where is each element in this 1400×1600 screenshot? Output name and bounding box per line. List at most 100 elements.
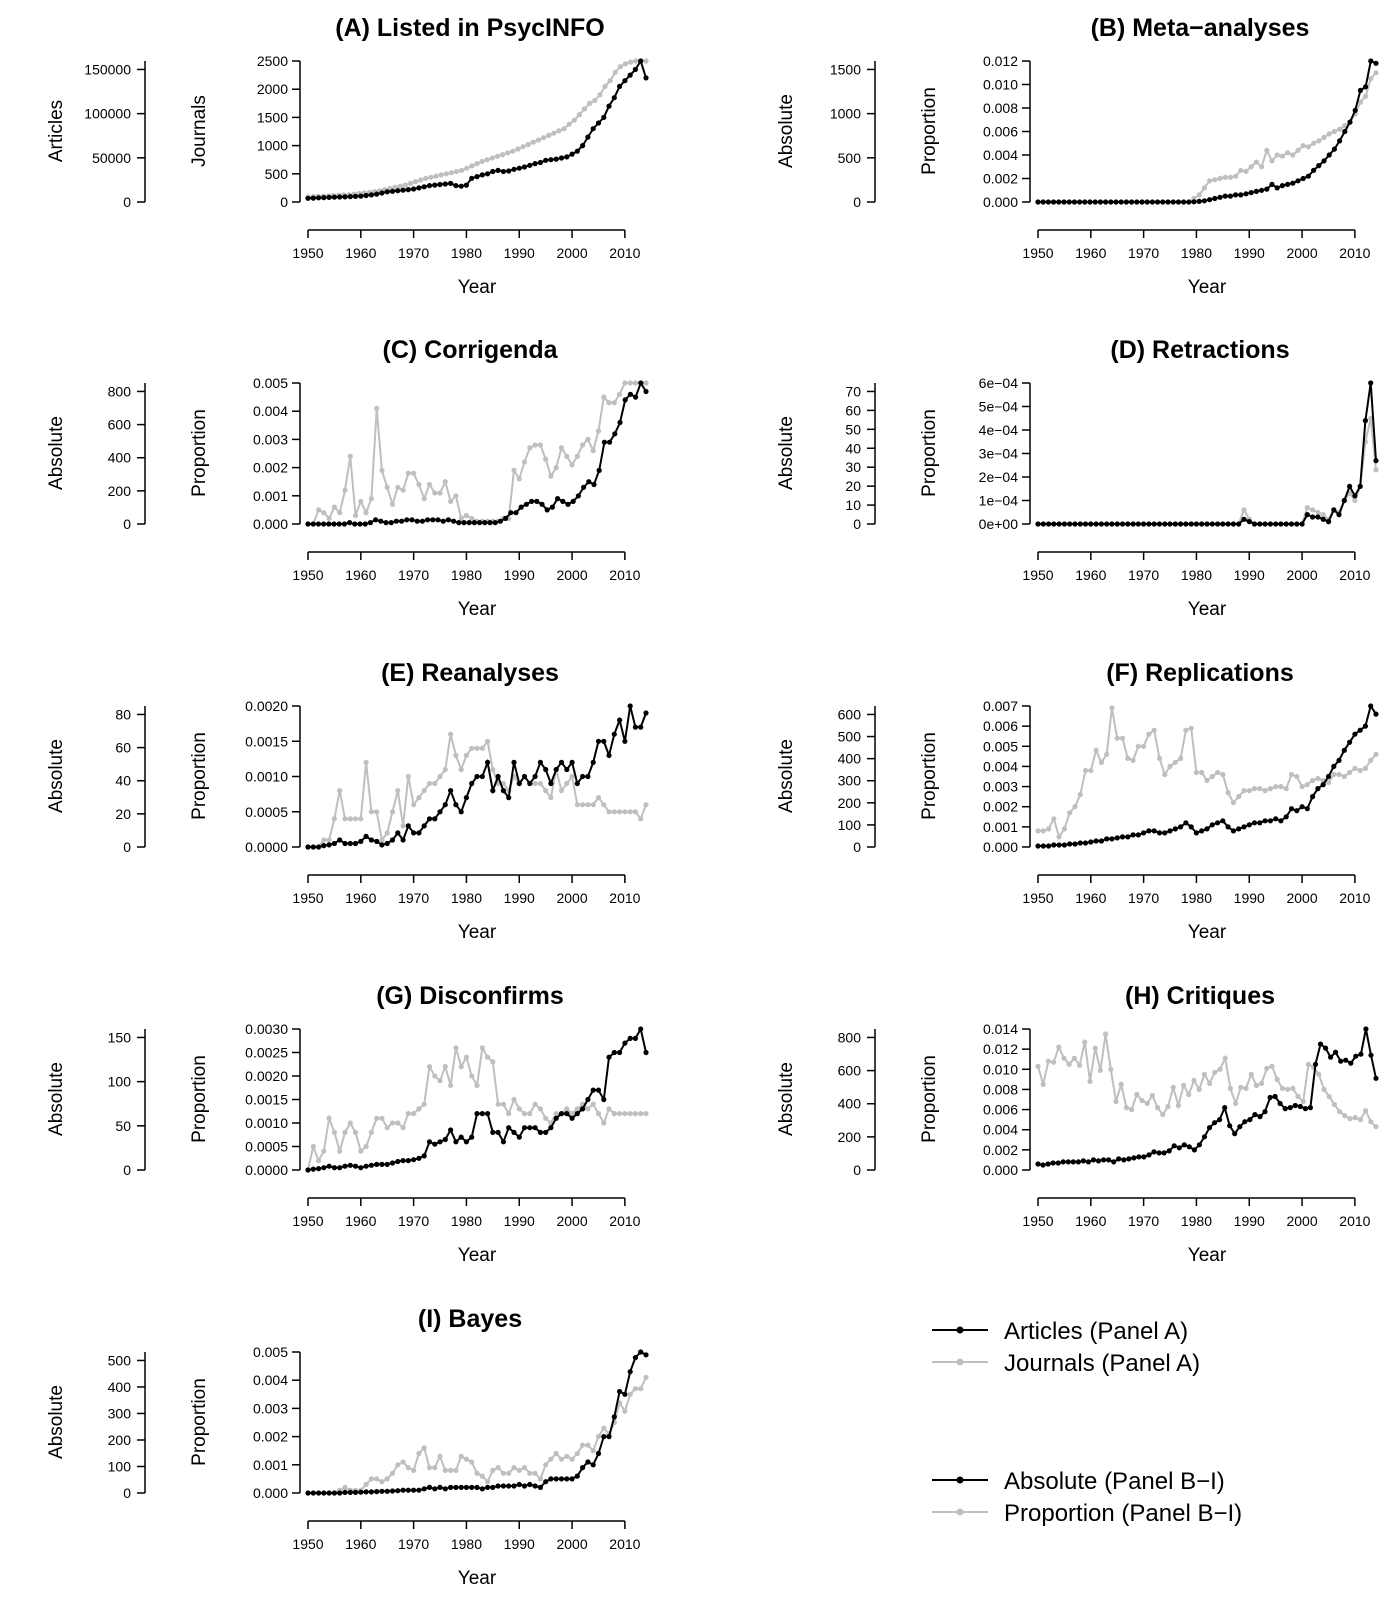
x-tick-label: 2010: [609, 1213, 640, 1229]
outer-y-tick-label: 400: [108, 450, 132, 466]
data-point: [516, 1106, 522, 1112]
data-point: [1331, 146, 1337, 152]
data-point: [1342, 123, 1348, 129]
data-point: [622, 1408, 628, 1414]
inner-y-tick-label: 0e+00: [979, 516, 1019, 532]
x-tick-label: 2010: [609, 890, 640, 906]
data-point: [1342, 1113, 1348, 1119]
outer-y-tick-label: 300: [108, 1405, 132, 1421]
data-point: [421, 496, 427, 502]
data-point: [437, 809, 443, 815]
data-point: [575, 493, 582, 499]
data-point: [400, 1487, 406, 1493]
data-point: [590, 802, 596, 808]
inner-y-tick-label: 0.0010: [245, 769, 288, 785]
data-point: [617, 1388, 623, 1395]
data-point: [368, 496, 374, 502]
data-point: [1294, 773, 1300, 780]
data-point: [1294, 521, 1300, 527]
data-point: [617, 1111, 623, 1117]
series-line: [1038, 707, 1377, 840]
data-point: [1251, 521, 1258, 527]
inner-y-tick-label: 0.004: [253, 1372, 288, 1388]
data-point: [1088, 521, 1094, 527]
data-point: [1246, 519, 1252, 525]
data-point: [1172, 759, 1178, 766]
data-point: [564, 1111, 570, 1117]
data-point: [553, 766, 559, 773]
data-point: [326, 194, 332, 200]
data-point: [1352, 1115, 1358, 1121]
data-point: [1347, 119, 1353, 125]
data-point: [337, 1490, 343, 1496]
data-point: [458, 1064, 464, 1070]
data-point: [1196, 192, 1202, 198]
outer-y-tick-label: 200: [838, 1129, 862, 1145]
data-point: [474, 161, 480, 167]
data-point: [564, 1106, 570, 1112]
data-point: [1209, 773, 1215, 780]
data-point: [585, 436, 591, 442]
data-point: [407, 180, 413, 186]
data-point: [1066, 1061, 1072, 1067]
x-tick-label: 1980: [1181, 890, 1212, 906]
inner-y-tick-label: 0.012: [983, 53, 1018, 69]
data-point: [489, 155, 495, 161]
data-point: [432, 1486, 438, 1492]
inner-y-tick-label: 3e−04: [979, 446, 1019, 462]
data-point: [321, 1165, 327, 1171]
data-point: [1251, 786, 1258, 792]
data-point: [337, 1165, 343, 1171]
data-point: [1071, 1055, 1077, 1061]
data-point: [1134, 1091, 1140, 1098]
data-point: [1273, 816, 1279, 822]
data-point: [1151, 521, 1157, 527]
outer-y-axis-label: Absolute: [46, 1385, 67, 1459]
data-point: [632, 1111, 639, 1117]
data-point: [1151, 1149, 1157, 1155]
data-point: [1267, 786, 1273, 792]
data-point: [515, 146, 521, 152]
data-point: [442, 766, 448, 773]
data-point: [463, 752, 469, 759]
data-point: [1269, 181, 1275, 187]
data-point: [1262, 521, 1268, 527]
data-point: [1337, 126, 1343, 132]
data-point: [458, 1134, 464, 1140]
data-point: [464, 165, 470, 171]
data-point: [471, 520, 477, 526]
data-point: [529, 498, 535, 504]
data-point: [505, 150, 511, 156]
data-point: [551, 130, 557, 136]
data-point: [1046, 826, 1052, 832]
data-point: [1098, 759, 1104, 766]
data-point: [1072, 841, 1078, 847]
x-tick-label: 2010: [609, 1536, 640, 1552]
x-tick-label: 2010: [1339, 245, 1370, 261]
data-point: [537, 1129, 544, 1135]
data-point: [1075, 1159, 1081, 1165]
data-point: [643, 802, 649, 808]
data-point: [463, 1484, 469, 1490]
data-point: [1297, 1103, 1303, 1110]
data-point: [643, 1352, 649, 1358]
data-point: [421, 823, 427, 829]
data-point: [1269, 158, 1275, 164]
data-point: [469, 1459, 475, 1465]
data-point: [1368, 703, 1374, 709]
data-point: [321, 521, 327, 527]
data-point: [1277, 1100, 1283, 1107]
data-point: [521, 1125, 528, 1131]
data-point: [1066, 199, 1072, 205]
data-point: [558, 155, 565, 161]
data-point: [469, 1484, 475, 1490]
data-point: [352, 512, 359, 519]
data-point: [558, 788, 565, 794]
data-point: [384, 830, 390, 836]
data-point: [485, 1479, 491, 1485]
data-point: [321, 195, 327, 201]
series-gray: [305, 380, 649, 527]
data-point: [442, 1136, 448, 1143]
data-point: [527, 780, 533, 787]
data-point: [1207, 1080, 1213, 1086]
